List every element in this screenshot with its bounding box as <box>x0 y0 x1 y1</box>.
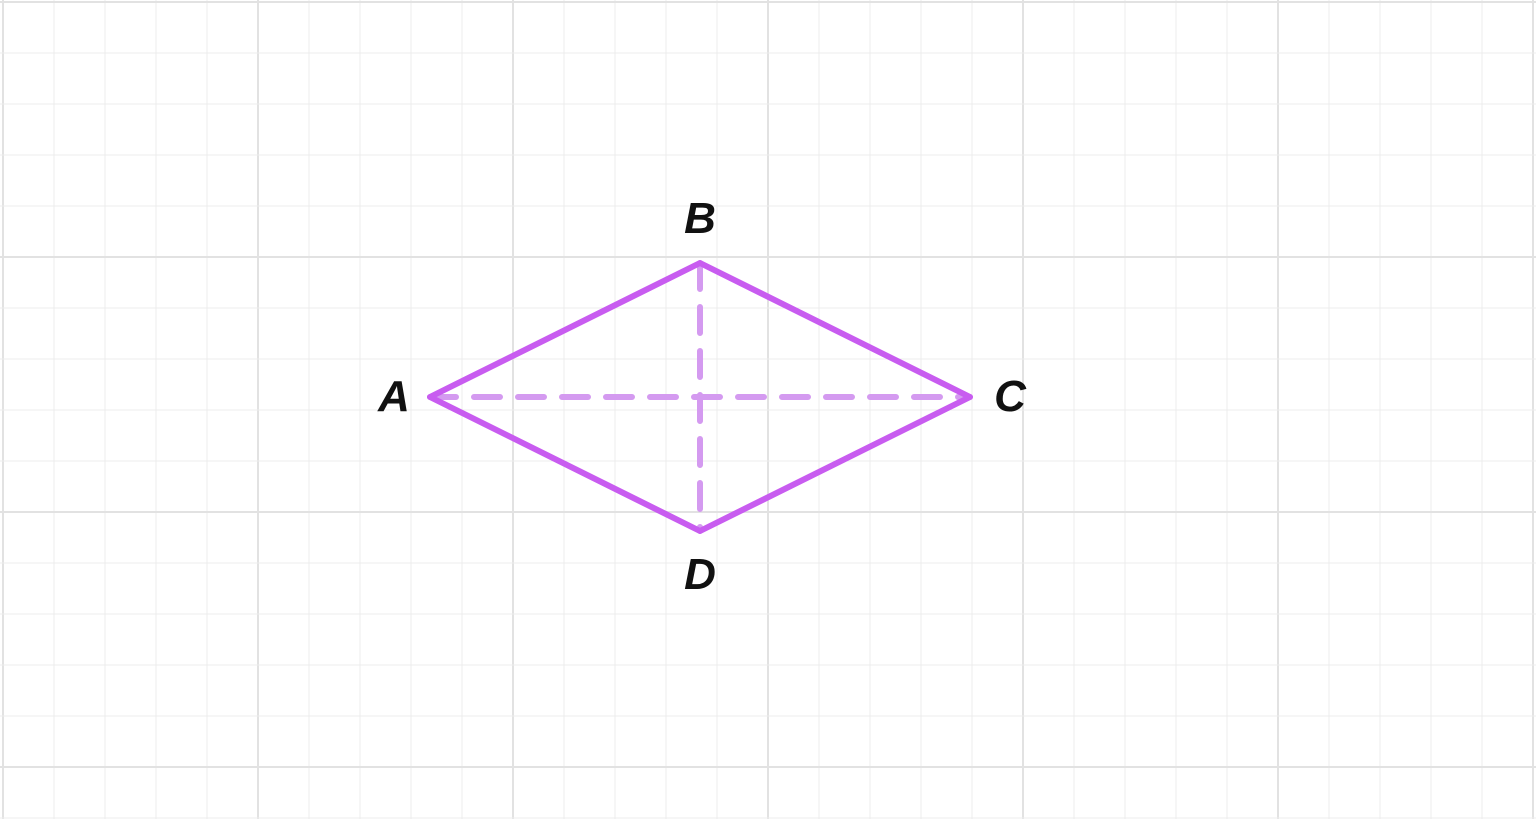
vertex-label-a: A <box>378 372 410 422</box>
vertex-label-d: D <box>684 550 716 600</box>
shape-layer <box>0 0 1536 819</box>
vertex-label-c: C <box>994 372 1026 422</box>
vertex-label-b: B <box>684 194 716 244</box>
diagram-canvas: A B C D <box>0 0 1536 819</box>
